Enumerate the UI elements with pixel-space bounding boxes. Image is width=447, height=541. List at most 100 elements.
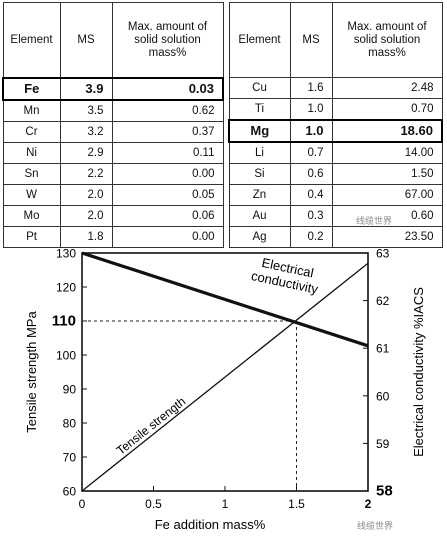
header-element: Element: [2, 2, 61, 79]
cell-max: 0.37: [111, 121, 224, 143]
y2-axis-title: Electrical conductivity %IACS: [411, 287, 426, 457]
cell-max: 0.00: [111, 226, 224, 248]
table-row: Sn 2.2 0.00: [2, 163, 224, 185]
cell-ms: 2.0: [59, 184, 113, 206]
y-tick-label: 60: [63, 485, 77, 499]
chart-lines: [81, 251, 369, 492]
y-tick-label: 90: [63, 383, 77, 397]
cell-max: 0.00: [111, 163, 224, 185]
y-tick-label: 130: [56, 247, 76, 261]
series-label-tensile-strength: Tensile strength: [114, 394, 188, 457]
table-row: Ni 2.9 0.11: [2, 142, 224, 164]
table-row: Mn 3.5 0.62: [2, 99, 224, 122]
y-tick-label: 100: [56, 349, 76, 363]
cell-ms: 1.6: [289, 77, 333, 99]
watermark-bottom: 线缆世界: [357, 521, 394, 531]
y2-tick-label: 62: [376, 294, 390, 308]
watermark-top: 线缆世界: [356, 216, 393, 226]
cell-ms: 1.0: [289, 119, 333, 143]
y-tick-label: 80: [63, 417, 77, 431]
table-header-row: Element MS Max. amount of solid solution…: [2, 2, 224, 79]
x-tick-label: 0: [79, 497, 86, 511]
cell-max: 0.05: [111, 184, 224, 206]
y2-tick-label: 60: [376, 389, 390, 403]
table-row: Mg 1.0 18.60: [228, 119, 443, 143]
cell-element: Ti: [228, 98, 291, 121]
table-row: Si 0.6 1.50: [228, 163, 443, 185]
header-ms: MS: [59, 2, 113, 79]
cell-ms: 0.6: [289, 163, 333, 185]
table-row: Li 0.7 14.00: [228, 141, 443, 164]
cell-element: Si: [228, 163, 291, 185]
cell-ms: 0.3: [289, 205, 333, 227]
table-header-row: Element MS Max. amount of solid solution…: [228, 2, 443, 78]
header-max-solid-solution: Max. amount of solid solution mass%: [111, 2, 224, 79]
cell-ms: 0.2: [289, 226, 333, 248]
x-tick-label: 2: [365, 497, 372, 511]
y-tick-label: 120: [56, 281, 76, 295]
cell-max: 0.70: [331, 98, 443, 121]
cell-element: Zn: [228, 184, 291, 206]
cell-ms: 0.4: [289, 184, 333, 206]
solid-solution-table-left: Element MS Max. amount of solid solution…: [2, 2, 224, 248]
cell-max: 18.60: [331, 119, 443, 143]
cell-max: 1.50: [331, 163, 443, 185]
header-element: Element: [228, 2, 291, 78]
table-row: Zn 0.4 67.00: [228, 184, 443, 206]
table-row: Cr 3.2 0.37: [2, 121, 224, 143]
x-tick-label: 1: [222, 497, 229, 511]
cell-ms: 3.5: [59, 99, 113, 122]
cell-element: Au: [228, 205, 291, 227]
cell-element: Sn: [2, 163, 61, 185]
series-label-electrical-conductivity: Electricalconductivity: [250, 253, 323, 297]
y2-tick-label: 59: [376, 437, 390, 451]
table-row: Ti 1.0 0.70: [228, 98, 443, 121]
cell-max: 0.03: [111, 77, 224, 101]
header-ms: MS: [289, 2, 333, 78]
cell-element: Cr: [2, 121, 61, 143]
cell-max: 14.00: [331, 141, 443, 164]
cell-ms: 2.2: [59, 163, 113, 185]
table-row: Ag 0.2 23.50: [228, 226, 443, 248]
table-row: Fe 3.9 0.03: [2, 77, 224, 101]
series-line-electrical-conductivity: [81, 251, 369, 348]
y2-tick-label: 63: [376, 247, 390, 261]
cell-ms: 3.2: [59, 121, 113, 143]
cell-ms: 2.0: [59, 205, 113, 227]
y2-tick-label: 58: [376, 483, 393, 500]
y-tick-label: 70: [63, 451, 77, 465]
y-tick-label: 110: [52, 313, 76, 330]
cell-element: Cu: [228, 77, 291, 99]
table-row: Au 0.3 0.60: [228, 205, 443, 227]
cell-element: Mg: [228, 119, 291, 143]
x-tick-label: 0.5: [145, 497, 162, 511]
table-row: Pt 1.8 0.00: [2, 226, 224, 248]
series-line-tensile-strength: [81, 262, 369, 492]
cell-element: W: [2, 184, 61, 206]
cell-ms: 2.9: [59, 142, 113, 164]
cell-element: Mo: [2, 205, 61, 227]
cell-element: Pt: [2, 226, 61, 248]
cell-max: 67.00: [331, 184, 443, 206]
cell-max: 0.62: [111, 99, 224, 122]
cell-element: Mn: [2, 99, 61, 122]
table-row: W 2.0 0.05: [2, 184, 224, 206]
cell-element: Ag: [228, 226, 291, 248]
cell-max: 0.06: [111, 205, 224, 227]
cell-ms: 1.8: [59, 226, 113, 248]
cell-max: 2.48: [331, 77, 443, 99]
x-tick-label: 1.5: [288, 497, 305, 511]
cell-element: Fe: [2, 77, 61, 101]
x-axis-title: Fe addition mass%: [155, 517, 266, 532]
header-max-solid-solution: Max. amount of solid solution mass%: [331, 2, 443, 78]
cell-max: 0.11: [111, 142, 224, 164]
solid-solution-table-right: Element MS Max. amount of solid solution…: [228, 2, 443, 248]
cell-element: Li: [228, 141, 291, 164]
cell-max: 23.50: [331, 226, 443, 248]
cell-ms: 3.9: [59, 77, 113, 101]
table-row: Mo 2.0 0.06: [2, 205, 224, 227]
fe-addition-chart: 0 0.5 1 1.5 2 60 70 80 90 100 110 120 130 58 59 60 61 62 6…: [24, 247, 426, 533]
y-axis-title: Tensile strength MPa: [24, 311, 39, 433]
cell-element: Ni: [2, 142, 61, 164]
cell-ms: 1.0: [289, 98, 333, 121]
